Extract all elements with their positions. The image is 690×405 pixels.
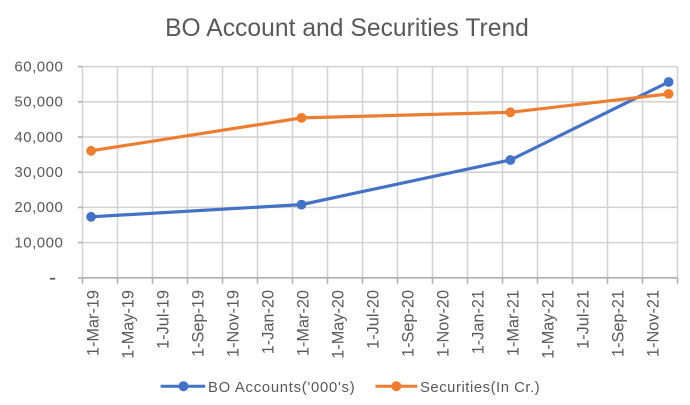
svg-text:50,000: 50,000 [14,94,63,111]
svg-text:30,000: 30,000 [14,164,63,181]
svg-text:1-Nov-19: 1-Nov-19 [225,290,243,357]
svg-text:1-Jul-19: 1-Jul-19 [155,290,173,349]
svg-text:1-Nov-20: 1-Nov-20 [435,290,453,357]
svg-text:1-May-21: 1-May-21 [540,290,558,359]
svg-text:40,000: 40,000 [14,129,63,146]
svg-text:1-Sep-19: 1-Sep-19 [190,290,208,357]
svg-text:1-Jul-20: 1-Jul-20 [365,290,383,349]
svg-text:60,000: 60,000 [14,58,63,75]
svg-text:1-Mar-20: 1-Mar-20 [295,290,313,356]
svg-text:1-Sep-20: 1-Sep-20 [400,290,418,357]
svg-text:1-Jan-21: 1-Jan-21 [470,290,488,354]
svg-text:1-Jan-20: 1-Jan-20 [260,290,278,354]
svg-text:20,000: 20,000 [14,199,63,216]
svg-text:BO Account and Securities Tren: BO Account and Securities Trend [165,15,529,42]
svg-text:1-May-19: 1-May-19 [120,290,138,359]
svg-text:1-Mar-21: 1-Mar-21 [505,290,523,356]
svg-text:BO Accounts('000's): BO Accounts('000's) [208,380,355,396]
svg-text:10,000: 10,000 [14,234,63,251]
svg-text:1-Sep-21: 1-Sep-21 [610,290,628,357]
svg-text:1-Jul-21: 1-Jul-21 [575,290,593,349]
svg-text:1-May-20: 1-May-20 [330,290,348,359]
svg-text:Securities(In Cr.): Securities(In Cr.) [420,380,540,396]
svg-text:1-Nov-21: 1-Nov-21 [645,290,663,357]
svg-text:1-Mar-19: 1-Mar-19 [85,290,103,356]
